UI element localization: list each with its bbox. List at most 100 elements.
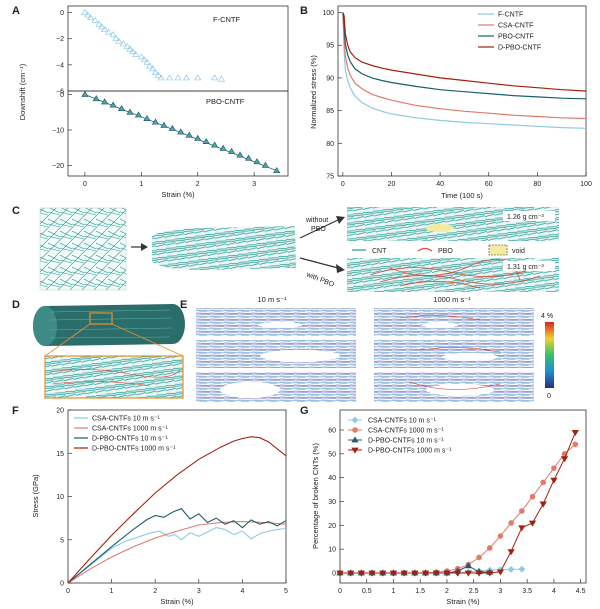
density-top: 1.26 g cm⁻³ xyxy=(507,214,544,221)
panel-g-xlabel: Strain (%) xyxy=(446,597,480,606)
without-pbo-label-1: without xyxy=(305,217,328,224)
data-point xyxy=(443,570,451,577)
xtick-label: 5 xyxy=(284,588,288,595)
panel-g-lines xyxy=(336,430,579,577)
panel-a-top-points xyxy=(81,8,226,82)
legend-entry: D-PBO-CNTF xyxy=(498,45,541,52)
colorbar-min: 0 xyxy=(547,393,551,400)
arrow-bottom-head xyxy=(336,264,345,273)
panel-b-ticks: 75 80 85 90 95 100 0 20 40 60 80 100 xyxy=(322,10,592,188)
data-point xyxy=(151,69,160,76)
data-point xyxy=(227,147,236,154)
panel-g-legend: CSA-CNTFs 10 m s⁻¹ CSA-CNTFs 1000 m s⁻¹ D-… xyxy=(348,416,452,455)
arrow-1-head xyxy=(141,243,148,251)
data-point xyxy=(143,114,151,121)
data-point xyxy=(109,31,117,38)
data-point xyxy=(177,128,185,135)
panel-f-legend: CSA-CNTFs 10 m s⁻¹ CSA-CNTFs 1000 m s⁻¹ D-… xyxy=(74,416,176,453)
data-point xyxy=(486,570,494,577)
data-point xyxy=(160,121,168,128)
xtick-label: 3 xyxy=(252,181,256,188)
panel-c: without PBO with PBO 1.26 g cm⁻³ CNT PBO… xyxy=(39,207,559,292)
xtick-label: 60 xyxy=(485,181,493,188)
ytick-label: 100 xyxy=(322,10,334,17)
data-point xyxy=(560,456,569,463)
ytick-label: 50 xyxy=(328,451,336,458)
void-region xyxy=(426,224,454,232)
legend-entry: D-PBO-CNTFs 10 m s⁻¹ xyxy=(368,438,444,445)
data-point xyxy=(253,158,261,165)
data-point xyxy=(92,95,100,102)
data-point xyxy=(137,53,145,60)
xtick-label: 100 xyxy=(580,181,592,188)
xtick-label: 0 xyxy=(341,181,345,188)
xtick-label: 1 xyxy=(392,588,396,595)
data-point xyxy=(551,465,557,471)
data-point xyxy=(475,570,483,577)
ytick-label: 95 xyxy=(326,43,334,50)
xtick-label: 1.5 xyxy=(415,588,425,595)
data-point xyxy=(81,8,89,15)
series-line xyxy=(67,436,287,584)
arrow-bottom-shaft xyxy=(299,257,339,269)
ytick-label: 30 xyxy=(328,499,336,506)
legend-cnt: CNT xyxy=(372,248,387,255)
data-point xyxy=(454,570,462,577)
legend-entry: PBO-CNTF xyxy=(498,34,534,41)
data-point xyxy=(219,144,227,151)
ytick-label: −2 xyxy=(56,36,64,43)
ytick-label: 0 xyxy=(332,571,336,578)
legend-pbo: PBO xyxy=(438,248,453,255)
ytick-label: −10 xyxy=(52,127,64,134)
arrow-top-head xyxy=(336,216,345,224)
data-point xyxy=(95,20,103,27)
panel-label-a: A xyxy=(12,5,20,17)
data-point xyxy=(432,570,440,577)
data-point xyxy=(146,62,154,69)
series-line xyxy=(342,12,587,129)
xtick-label: 0.5 xyxy=(362,588,372,595)
zoom-line-left xyxy=(44,323,91,357)
panel-a-bottom-yticks: 0 −10 −20 xyxy=(52,92,72,170)
ytick-label: 20 xyxy=(56,408,64,415)
data-point xyxy=(154,71,162,78)
xtick-label: 4.5 xyxy=(576,588,586,595)
legend-void: void xyxy=(512,248,525,255)
data-point xyxy=(496,569,505,576)
density-bottom: 1.31 g cm⁻³ xyxy=(507,264,544,271)
data-point xyxy=(421,570,430,577)
data-point xyxy=(486,545,493,551)
data-point xyxy=(157,74,165,81)
data-point xyxy=(84,11,92,18)
data-point xyxy=(273,167,281,174)
data-point xyxy=(261,161,270,168)
zoom-box xyxy=(89,312,113,325)
data-point xyxy=(148,65,157,72)
xtick-label: 0 xyxy=(83,181,87,188)
xtick-label: 3 xyxy=(197,588,201,595)
data-point xyxy=(202,137,210,144)
series-line xyxy=(67,527,287,584)
panel-a-top-yticks: 0 −2 −4 −6 xyxy=(56,10,72,96)
data-point xyxy=(134,111,143,118)
legend-entry: D-PBO-CNTFs 1000 m s⁻¹ xyxy=(92,446,176,453)
speed-high-label: 1000 m s⁻¹ xyxy=(433,295,471,304)
data-point xyxy=(464,562,472,569)
aligned-cnt-bundle xyxy=(152,226,296,270)
colorbar-max: 4 % xyxy=(541,313,553,320)
data-point xyxy=(368,570,376,577)
xtick-label: 40 xyxy=(436,181,444,188)
md-snapshot-low-1 xyxy=(196,308,356,336)
ytick-label: 15 xyxy=(56,451,64,458)
legend-entry: D-PBO-CNTFs 1000 m s⁻¹ xyxy=(368,448,452,455)
panel-a-bottom-frame xyxy=(67,90,289,177)
panel-label-c: C xyxy=(12,205,20,217)
data-point xyxy=(464,570,472,577)
ytick-label: 20 xyxy=(328,523,336,530)
panel-a-bottom-points xyxy=(81,90,281,174)
data-point xyxy=(211,74,219,81)
xtick-label: 2.5 xyxy=(469,588,479,595)
panel-d xyxy=(33,304,185,399)
speed-low-label: 10 m s⁻¹ xyxy=(258,295,287,304)
data-point xyxy=(400,570,408,577)
